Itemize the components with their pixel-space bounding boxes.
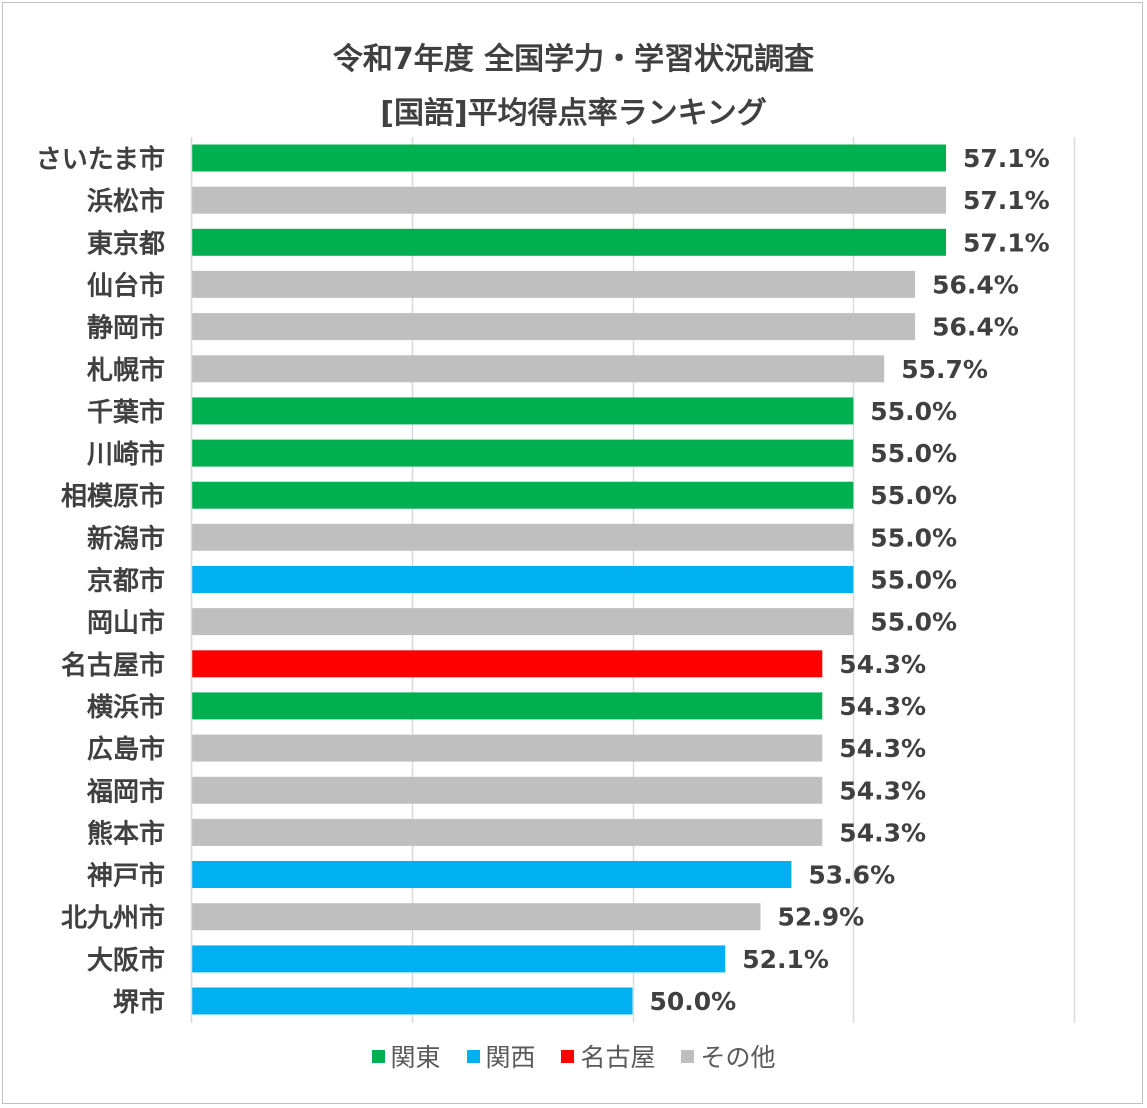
bar-12 — [191, 650, 823, 678]
legend-label-other: その他 — [700, 1043, 776, 1072]
chart-subtitle: [国語]平均得点率ランキング — [380, 96, 767, 131]
value-label-11: 55.0% — [870, 608, 957, 637]
category-label-3: 仙台市 — [87, 270, 165, 301]
legend-item-kansai: 関西 — [466, 1038, 536, 1074]
category-label-10: 京都市 — [87, 566, 165, 597]
value-label-18: 52.9% — [778, 903, 865, 932]
legend-swatch-kansai — [466, 1050, 480, 1063]
legend-label-kansai: 関西 — [485, 1043, 536, 1072]
legend-item-other: その他 — [681, 1038, 775, 1074]
value-label-13: 54.3% — [839, 692, 926, 721]
value-label-5: 55.7% — [901, 355, 988, 384]
value-label-10: 55.0% — [870, 566, 957, 595]
bar-9 — [191, 523, 854, 551]
legend-label-nagoya: 名古屋 — [580, 1043, 656, 1072]
bar-15 — [191, 776, 823, 804]
category-label-16: 熊本市 — [87, 818, 165, 849]
chart-title: 令和7年度 全国学力・学習状況調査 — [332, 42, 815, 77]
value-label-16: 54.3% — [839, 818, 926, 847]
legend-swatch-kanto — [371, 1050, 385, 1063]
category-label-17: 神戸市 — [87, 861, 165, 892]
value-label-1: 57.1% — [963, 186, 1050, 215]
value-label-6: 55.0% — [870, 397, 957, 426]
category-label-4: 静岡市 — [87, 313, 165, 344]
category-label-11: 岡山市 — [87, 608, 165, 639]
bar-3 — [191, 270, 916, 298]
bar-1 — [191, 186, 946, 214]
legend-item-kanto: 関東 — [371, 1038, 441, 1074]
chart-legend: 関東 関西 名古屋 その他 — [0, 1038, 1147, 1074]
legend-swatch-other — [681, 1050, 695, 1063]
value-label-3: 56.4% — [932, 270, 1019, 299]
category-label-9: 新潟市 — [87, 523, 165, 554]
legend-label-kanto: 関東 — [390, 1043, 441, 1072]
bar-14 — [191, 734, 823, 762]
category-label-13: 横浜市 — [87, 692, 165, 723]
bar-13 — [191, 692, 823, 720]
value-label-0: 57.1% — [963, 144, 1050, 173]
bar-4 — [191, 313, 916, 341]
value-label-8: 55.0% — [870, 481, 957, 510]
category-label-2: 東京都 — [87, 228, 165, 259]
bar-6 — [191, 397, 854, 425]
value-label-12: 54.3% — [839, 650, 926, 679]
category-label-19: 大阪市 — [87, 945, 165, 976]
bar-16 — [191, 818, 823, 846]
bar-20 — [191, 987, 633, 1015]
category-label-1: 浜松市 — [87, 186, 165, 217]
bar-2 — [191, 228, 946, 256]
value-label-19: 52.1% — [742, 945, 829, 974]
value-label-14: 54.3% — [839, 734, 926, 763]
bar-18 — [191, 903, 761, 931]
category-label-8: 相模原市 — [61, 481, 165, 512]
category-label-0: さいたま市 — [36, 144, 165, 175]
value-label-20: 50.0% — [650, 987, 737, 1016]
value-label-9: 55.0% — [870, 523, 957, 552]
category-label-18: 北九州市 — [61, 903, 165, 934]
bar-11 — [191, 608, 854, 636]
bar-8 — [191, 481, 854, 509]
category-label-15: 福岡市 — [86, 776, 165, 807]
category-label-6: 千葉市 — [87, 397, 165, 428]
category-label-20: 堺市 — [113, 987, 165, 1018]
bar-17 — [191, 861, 792, 888]
bar-19 — [191, 945, 726, 973]
value-label-7: 55.0% — [870, 439, 957, 468]
bar-7 — [191, 439, 854, 467]
bar-10 — [191, 566, 854, 593]
category-label-7: 川崎市 — [87, 439, 165, 470]
value-label-2: 57.1% — [963, 228, 1050, 257]
bar-0 — [191, 144, 946, 172]
legend-swatch-nagoya — [561, 1050, 575, 1063]
value-label-17: 53.6% — [808, 861, 895, 890]
category-label-12: 名古屋市 — [61, 650, 165, 681]
value-label-4: 56.4% — [932, 313, 1019, 342]
bar-5 — [191, 355, 885, 383]
category-label-14: 広島市 — [87, 734, 165, 765]
value-label-15: 54.3% — [839, 776, 926, 805]
legend-item-nagoya: 名古屋 — [561, 1038, 655, 1074]
category-label-5: 札幌市 — [87, 355, 165, 386]
